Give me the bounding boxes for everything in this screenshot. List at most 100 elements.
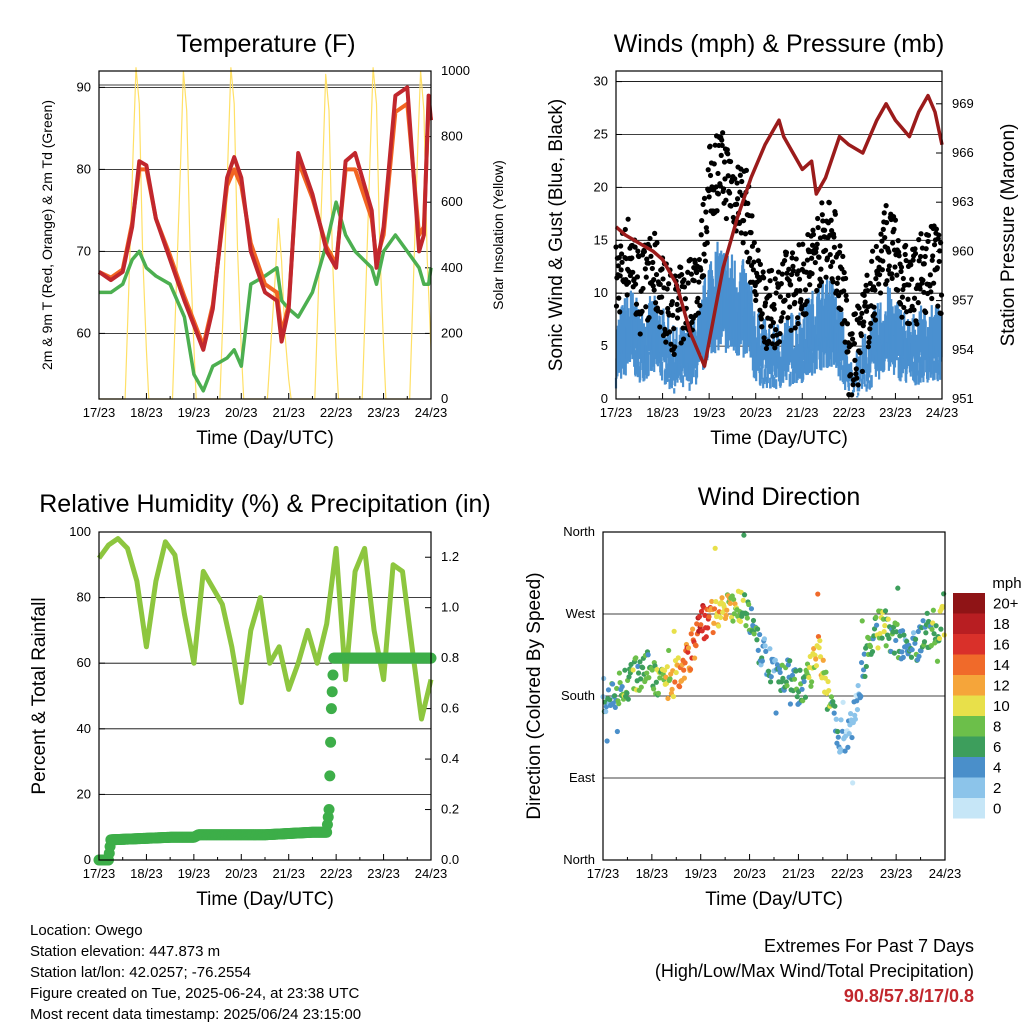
gust-point <box>931 280 937 286</box>
gust-point <box>671 326 677 332</box>
gust-point <box>916 258 922 264</box>
direction-point <box>605 687 612 693</box>
gust-point <box>843 297 850 303</box>
gust-point <box>702 258 709 264</box>
direction-point <box>744 615 750 621</box>
direction-point <box>649 667 655 673</box>
gust-point <box>911 307 917 313</box>
gust-point <box>789 255 795 261</box>
gust-point <box>727 190 733 196</box>
gust-point <box>901 304 907 311</box>
gust-point <box>616 295 622 301</box>
gust-point <box>878 231 884 237</box>
direction-point <box>748 606 755 612</box>
direction-point <box>832 703 838 709</box>
legend-swatch <box>953 675 985 696</box>
x-tick-label: 20/23 <box>739 405 772 420</box>
direction-point <box>894 621 900 627</box>
direction-point <box>602 699 608 705</box>
direction-point <box>732 601 738 607</box>
gust-point <box>758 316 764 322</box>
gust-point <box>862 299 868 305</box>
gust-point <box>867 280 873 286</box>
gust-point <box>842 275 849 282</box>
direction-point <box>797 667 803 673</box>
legend-swatch <box>953 634 985 655</box>
gust-point <box>649 265 655 272</box>
direction-point <box>912 640 918 646</box>
direction-point <box>835 728 841 735</box>
direction-point <box>609 681 616 687</box>
gust-point <box>826 200 832 206</box>
gust-point <box>897 301 904 307</box>
legend-swatch <box>953 613 985 634</box>
gust-point <box>643 274 649 280</box>
gust-point <box>734 201 740 207</box>
gust-point <box>856 305 862 311</box>
x-tick-label: 17/23 <box>83 405 116 420</box>
direction-point <box>603 708 609 715</box>
x-tick-label: 22/23 <box>320 405 353 420</box>
gust-point <box>831 244 838 250</box>
gust-point <box>883 220 890 226</box>
gust-point <box>778 281 784 287</box>
gust-point <box>929 257 935 263</box>
series-gust <box>613 130 945 398</box>
gust-point <box>797 288 803 294</box>
gust-point <box>734 196 741 202</box>
gust-point <box>927 272 933 278</box>
direction-point <box>941 632 947 638</box>
gust-point <box>841 269 847 276</box>
chart-title-wind-direction: Wind Direction <box>698 483 861 511</box>
direction-point <box>838 717 844 723</box>
gust-point <box>819 200 825 206</box>
x-tick-label: 17/23 <box>83 866 116 881</box>
gust-point <box>864 272 870 278</box>
gust-point <box>845 349 851 355</box>
gust-point <box>767 278 773 284</box>
y-tick-label: 0 <box>84 852 91 867</box>
gust-point <box>773 290 779 296</box>
gust-point <box>905 296 911 302</box>
gust-point <box>890 240 896 246</box>
gust-point <box>672 344 678 350</box>
y-tick-label: 100 <box>69 524 91 539</box>
x-axis-4: 17/23 18/23 19/23 20/23 21/23 22/23 23/23 24/23… <box>587 854 961 910</box>
extremes-values: 90.8/57.8/17/0.8 <box>843 986 974 1006</box>
gust-point <box>703 209 709 215</box>
extremes-box: Extremes For Past 7 Days (High/Low/Max W… <box>655 934 974 1009</box>
direction-point <box>713 598 719 605</box>
gust-point <box>923 309 929 316</box>
direction-point <box>675 655 681 661</box>
gust-point <box>866 335 872 341</box>
gust-point <box>861 292 867 298</box>
gust-point <box>689 319 695 326</box>
direction-point <box>848 711 854 717</box>
direction-point <box>616 701 622 707</box>
gust-point <box>652 230 658 236</box>
gust-point <box>856 320 863 326</box>
gust-point <box>895 287 901 293</box>
direction-point <box>601 675 607 682</box>
direction-point <box>762 643 768 649</box>
gust-point <box>678 340 684 346</box>
gust-point <box>668 341 674 347</box>
y-axis-title-winds: Sonic Wind & Gust (Blue, Black) <box>546 99 567 371</box>
direction-point <box>908 654 915 660</box>
gust-point <box>900 286 906 293</box>
gust-point <box>782 297 788 303</box>
gust-point <box>744 249 750 255</box>
gust-point <box>929 295 935 302</box>
gust-point <box>720 130 726 136</box>
gust-point <box>725 173 731 179</box>
gust-point <box>766 338 772 344</box>
gust-point <box>868 320 874 327</box>
legend-label: 4 <box>993 759 1001 776</box>
legend-swatch <box>953 695 985 716</box>
direction-point <box>698 608 705 615</box>
gust-point <box>696 279 702 285</box>
x-tick-label: 19/23 <box>693 405 726 420</box>
gust-point <box>814 241 820 247</box>
direction-point <box>817 638 823 644</box>
gust-point <box>813 249 819 255</box>
